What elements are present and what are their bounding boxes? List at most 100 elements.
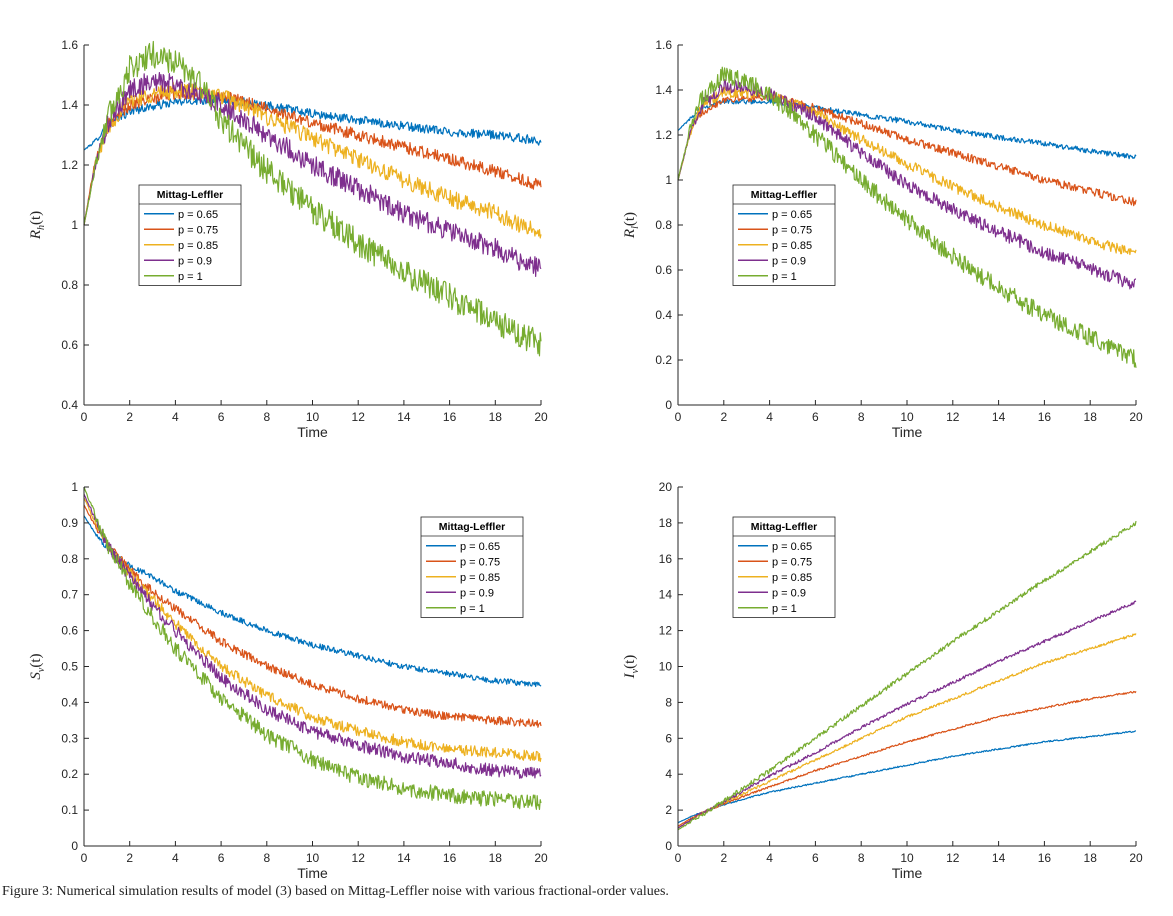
x-tick-label: 8: [858, 851, 865, 865]
y-axis-label-sub: v: [36, 667, 47, 672]
y-tick-label: 1.2: [61, 158, 78, 172]
x-tick-label: 18: [489, 851, 503, 865]
y-tick-label: 1.2: [655, 128, 672, 142]
series-line-3: [83, 81, 542, 239]
legend-entry: p = 1: [772, 603, 797, 615]
y-axis-label-arg: (t): [622, 655, 638, 669]
series-line-4: [677, 600, 1137, 829]
legend-entry: p = 1: [178, 271, 203, 283]
y-axis-label: Sv(t): [28, 653, 47, 679]
legend-entry: p = 0.75: [178, 224, 218, 236]
x-tick-label: 4: [172, 410, 179, 424]
x-tick-label: 16: [443, 851, 457, 865]
series-line-4: [677, 79, 1137, 290]
x-tick-label: 6: [218, 410, 225, 424]
x-tick-label: 20: [1129, 851, 1143, 865]
panel-rl: 0 2 4 6 8 10 12 14 16 18 20 0 0.2 0.4 0.6 0.8 1 1.2 1.4 1.6…: [622, 38, 1143, 440]
series-group: [677, 66, 1137, 368]
legend-entry: p = 0.85: [178, 240, 218, 252]
y-tick-label: 1.6: [61, 38, 78, 52]
y-tick-label: 2: [665, 803, 672, 817]
series-line-1: [83, 515, 542, 688]
legend-box: [138, 184, 242, 286]
series-line-2: [83, 504, 542, 728]
x-tick-label: 2: [720, 410, 727, 424]
series-line-1: [83, 94, 542, 151]
x-axis-label: Time: [297, 424, 328, 440]
legend-entry: p = 0.65: [772, 209, 812, 221]
legend-entry: p = 0.75: [772, 224, 812, 236]
legend-title: Mittag-Leffler: [439, 521, 506, 533]
y-tick-label: 0.6: [61, 624, 78, 638]
series-group: [83, 40, 542, 357]
legend-title: Mittag-Leffler: [751, 521, 818, 533]
series-line-3: [677, 633, 1137, 829]
y-tick-label: 0: [665, 839, 672, 853]
legend-entry: p = 1: [772, 271, 797, 283]
series-line-1: [677, 98, 1137, 160]
y-tick-label: 4: [665, 767, 672, 781]
legend-entry: p = 0.75: [772, 556, 812, 568]
x-tick-label: 8: [263, 410, 270, 424]
figure: 0 2 4 6 8 10 12 14 16 18 200.40.60.811.21.41.6Time…: [28, 38, 1143, 880]
x-tick-label: 14: [397, 410, 411, 424]
legend-entry: p = 0.65: [460, 541, 500, 553]
x-tick-label: 12: [946, 410, 960, 424]
x-tick-label: 12: [946, 851, 960, 865]
legend-title: Mittag-Leffler: [157, 189, 224, 201]
x-tick-label: 16: [1038, 410, 1052, 424]
y-tick-label: 0.4: [61, 398, 78, 412]
y-tick-label: 12: [659, 624, 673, 638]
x-tick-label: 6: [218, 851, 225, 865]
y-axis-label-main: S: [28, 672, 44, 680]
x-tick-label: 18: [1084, 410, 1098, 424]
x-tick-label: 14: [992, 851, 1006, 865]
x-tick-label: 4: [172, 851, 179, 865]
panel-rh: 0 2 4 6 8 10 12 14 16 18 20 0.4 0.6 0.8 1 1.2 1.4 1.6 Time…: [28, 38, 548, 440]
y-tick-label: 0.8: [61, 552, 78, 566]
legend-entry: p = 0.85: [772, 240, 812, 252]
legend-entry: p = 0.65: [178, 209, 218, 221]
legend-entry: p = 0.9: [772, 587, 806, 599]
x-axis-label: Time: [297, 865, 328, 880]
x-tick-label: 20: [534, 410, 548, 424]
series-line-3: [677, 86, 1137, 256]
x-tick-label: 6: [812, 410, 819, 424]
series-line-2: [677, 92, 1137, 207]
y-tick-label: 0.8: [655, 218, 672, 232]
y-tick-label: 0.9: [61, 516, 78, 530]
y-tick-label: 0.4: [655, 308, 672, 322]
x-tick-label: 4: [766, 410, 773, 424]
x-axis-label: Time: [892, 424, 923, 440]
x-tick-label: 16: [443, 410, 457, 424]
y-tick-label: 20: [659, 480, 673, 494]
y-tick-label: 0.6: [61, 338, 78, 352]
x-tick-label: 0: [675, 851, 682, 865]
y-tick-label: 0.7: [61, 588, 78, 602]
y-tick-label: 1: [665, 173, 672, 187]
y-tick-label: 0.1: [61, 803, 78, 817]
legend: Mittag-Leffler p = 0.65 p = 0.75 p = 0.85 p …: [420, 516, 524, 618]
legend: Mittag-Leffler p = 0.65 p = 0.75 p = 0.85 p …: [732, 516, 836, 618]
y-tick-label: 8: [665, 695, 672, 709]
legend-entry: p = 0.85: [772, 572, 812, 584]
y-tick-label: 0.2: [655, 353, 672, 367]
x-tick-label: 14: [397, 851, 411, 865]
legend-box: [732, 516, 836, 618]
x-tick-label: 2: [126, 410, 133, 424]
y-tick-label: 14: [659, 588, 673, 602]
x-tick-label: 18: [489, 410, 503, 424]
x-tick-label: 8: [858, 410, 865, 424]
y-axis-label-arg: (t): [28, 653, 44, 667]
series-line-5: [677, 66, 1137, 368]
x-tick-label: 4: [766, 851, 773, 865]
x-tick-label: 10: [900, 410, 914, 424]
x-tick-label: 20: [534, 851, 548, 865]
x-tick-label: 10: [900, 851, 914, 865]
figure-caption: Figure 3: Numerical simulation results o…: [2, 884, 669, 899]
y-axis-label-main: R: [622, 229, 638, 239]
y-tick-label: 1: [71, 218, 78, 232]
y-tick-label: 0.3: [61, 731, 78, 745]
y-tick-label: 1.4: [61, 98, 78, 112]
series-line-4: [83, 71, 542, 278]
